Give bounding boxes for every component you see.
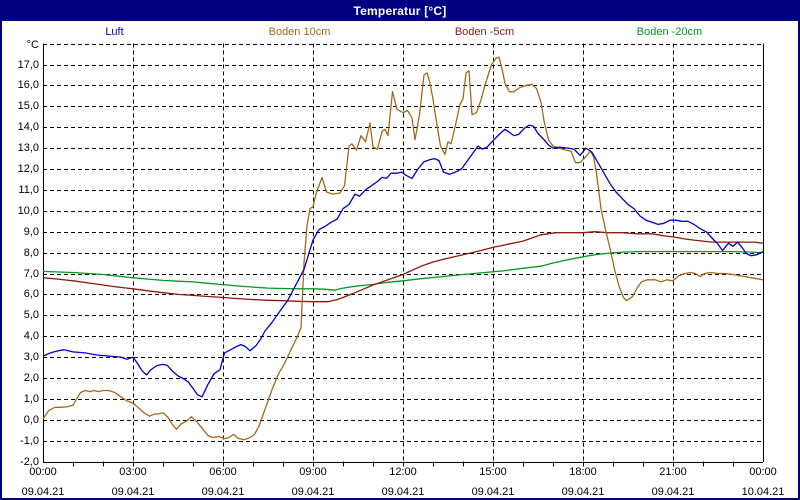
x-axis-time-label: 00:00 — [29, 465, 57, 478]
legend-item-boden-10cm: Boden 10cm — [268, 26, 331, 38]
window-title: Temperatur [°C] — [353, 4, 447, 18]
x-axis-date-label: 10.04.21 — [741, 485, 785, 498]
x-axis-date-label: 09.04.21 — [21, 485, 65, 498]
y-axis-tick-label: 1,0 — [23, 392, 39, 405]
y-axis-tick-label: 7,0 — [23, 267, 39, 280]
legend-item-boden-5cm: Boden -5cm — [454, 26, 515, 38]
y-axis-tick-label: 12,0 — [17, 163, 39, 175]
y-axis-tick-label: 10,0 — [17, 204, 39, 217]
legend-item-luft: Luft — [105, 26, 124, 38]
y-axis-tick-label: 17,0 — [17, 58, 39, 71]
y-axis-tick-label: 11,0 — [18, 183, 39, 196]
x-axis-time-label: 18:00 — [569, 465, 597, 478]
x-axis-date-label: 09.04.21 — [201, 485, 245, 498]
y-axis-tick-label: 9,0 — [23, 225, 39, 238]
chart-legend: Luft Boden 10cm Boden -5cm Boden -20cm — [22, 26, 762, 40]
y-axis-tick-label: 5,0 — [23, 309, 39, 322]
title-bar[interactable]: Temperatur [°C] — [2, 2, 798, 21]
x-axis-time-label: 06:00 — [209, 465, 237, 478]
x-axis-time-label: 12:00 — [389, 465, 417, 478]
x-axis-date-label: 09.04.21 — [381, 485, 425, 498]
x-axis-time-label: 09:00 — [299, 465, 327, 478]
y-axis-tick-label: 0,0 — [23, 413, 39, 426]
x-axis-time-label: 03:00 — [119, 465, 147, 478]
y-axis-tick-label: 16,0 — [17, 79, 39, 92]
y-axis-unit: °C — [26, 38, 39, 51]
y-axis-tick-label: 15,0 — [17, 100, 39, 113]
series-line-boden-20cm — [42, 250, 764, 291]
x-axis-date-label: 09.04.21 — [471, 485, 515, 498]
x-axis-time-label: 15:00 — [479, 465, 507, 478]
series-line-boden-5cm — [42, 231, 764, 303]
y-axis-tick-label: 13,0 — [17, 142, 39, 155]
y-axis-tick-label: 14,0 — [17, 121, 39, 134]
series-line-boden-10cm — [42, 56, 764, 441]
y-axis-tick-label: 8,0 — [23, 246, 39, 259]
x-axis-time-label: 00:00 — [749, 465, 777, 478]
x-axis-date-label: 09.04.21 — [111, 485, 155, 498]
x-axis-date-label: 09.04.21 — [651, 485, 695, 498]
y-axis-tick-label: 4,0 — [23, 330, 39, 343]
y-axis-tick-label: -1,0 — [20, 434, 39, 447]
y-axis-tick-label: 2,0 — [23, 372, 39, 384]
legend-item-boden-20cm: Boden -20cm — [636, 26, 703, 38]
series-line-luft — [42, 124, 764, 398]
y-axis-tick-label: -2,0 — [20, 455, 39, 468]
x-axis-time-label: 21:00 — [659, 465, 687, 478]
y-axis-tick-label: 3,0 — [23, 351, 39, 364]
y-axis-tick-label: 6,0 — [23, 288, 39, 301]
x-axis-date-label: 09.04.21 — [561, 485, 605, 498]
x-axis-date-label: 09.04.21 — [291, 485, 335, 498]
